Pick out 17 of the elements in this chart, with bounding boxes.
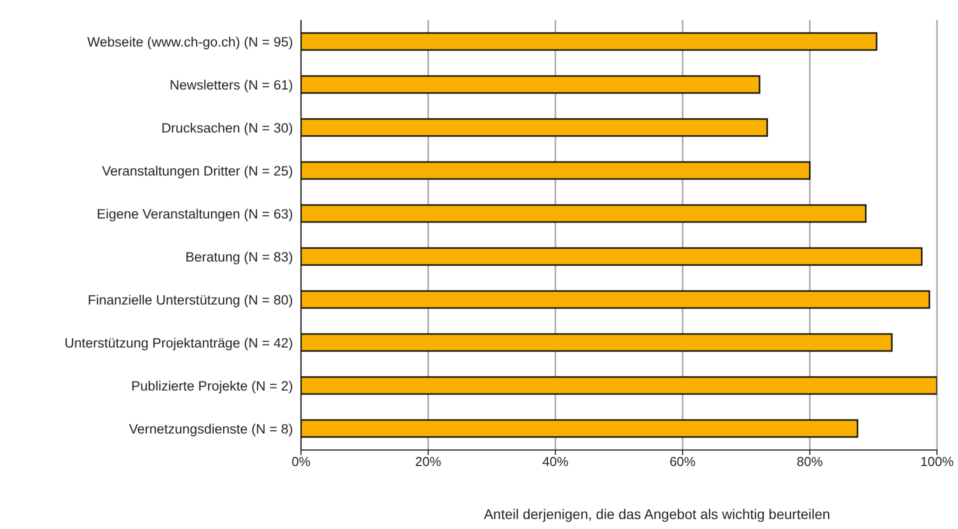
y-tick-label: Vernetzungsdienste (N = 8) (129, 421, 293, 436)
x-tick-label: 60% (670, 454, 696, 470)
y-tick-label: Webseite (www.ch-go.ch) (N = 95) (87, 34, 293, 50)
y-tick-label: Veranstaltungen Dritter (N = 25) (102, 163, 293, 178)
x-axis-title: Anteil derjenigen, die das Angebot als wichtig beurteilen (484, 506, 830, 522)
y-tick-label: Eigene Veranstaltungen (N = 63) (96, 206, 293, 222)
x-tick-label: 40% (542, 454, 569, 470)
x-tick-label: 80% (796, 454, 824, 470)
x-tick-label: 20% (415, 454, 442, 470)
y-tick-label: Drucksachen (N = 30) (161, 120, 293, 136)
y-tick-label: Beratung (N = 83) (185, 249, 293, 264)
x-tick-label: 0% (292, 454, 311, 470)
y-tick-label: Newsletters (N = 61) (170, 77, 293, 92)
x-tick-label: 100% (920, 454, 954, 470)
y-tick-label: Finanzielle Unterstützung (N = 80) (88, 292, 293, 308)
y-tick-label: Publizierte Projekte (N = 2) (131, 378, 293, 394)
y-tick-label: Unterstützung Projektanträge (N = 42) (64, 335, 293, 350)
